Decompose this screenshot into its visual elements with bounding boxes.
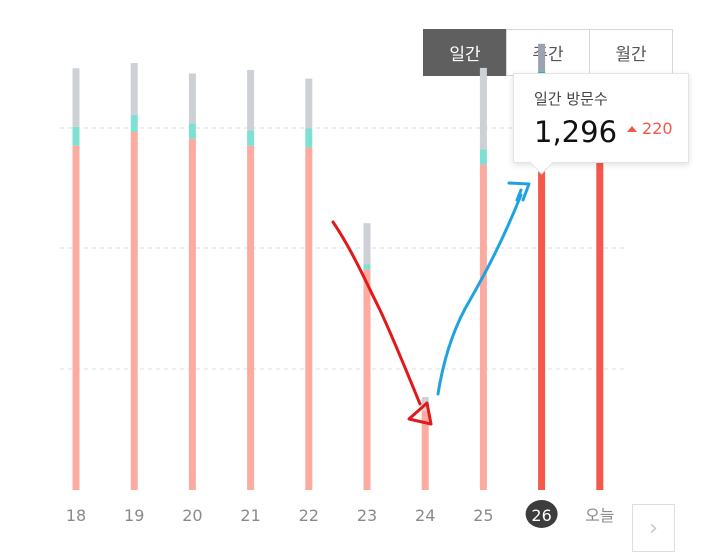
bar-main-segment[interactable] (72, 145, 80, 490)
x-tick-label: 24 (415, 506, 435, 525)
bar-main-segment[interactable] (479, 164, 487, 490)
x-tick-label: 22 (299, 506, 319, 525)
next-page-button[interactable]: › (632, 504, 675, 552)
bar-main-segment[interactable] (188, 138, 196, 491)
red-arrowhead-annotation (407, 401, 433, 426)
bar-top-segment[interactable] (72, 68, 80, 127)
tab-monthly[interactable]: 월간 (589, 29, 673, 76)
period-tabs: 일간 주간 월간 (423, 29, 673, 76)
bar-main-segment[interactable] (305, 147, 313, 490)
x-tick-label: 26 (531, 506, 551, 525)
bar-mid-segment[interactable] (363, 264, 371, 270)
x-tick-label: 23 (357, 506, 377, 525)
bar-mid-segment[interactable] (247, 130, 255, 146)
bar-main-segment[interactable] (421, 410, 429, 490)
bar-mid-segment[interactable] (479, 149, 487, 165)
x-tick-label: 오늘 (585, 506, 614, 525)
blue-arrowhead-annotation (507, 181, 531, 202)
blue-arrow-annotation (436, 193, 523, 396)
bar-main-segment[interactable] (596, 162, 604, 490)
bar-top-segment[interactable] (363, 223, 371, 265)
x-tick-label: 18 (66, 506, 86, 525)
selected-day-badge (525, 500, 558, 528)
bar-main-segment[interactable] (247, 145, 255, 490)
bar-top-segment[interactable] (130, 63, 138, 115)
bar-top-segment[interactable] (188, 73, 196, 124)
bar-mid-segment[interactable] (188, 123, 196, 139)
x-tick-label: 21 (240, 506, 260, 525)
bar-mid-segment[interactable] (305, 128, 313, 148)
tooltip-label: 일간 방문수 (534, 90, 608, 108)
bar-main-segment[interactable] (130, 131, 138, 490)
daily-visits-tooltip: 일간 방문수 1,296 220 (513, 73, 689, 163)
bar-top-segment[interactable] (247, 69, 255, 131)
bar-top-segment[interactable] (305, 78, 313, 129)
bar-mid-segment[interactable] (130, 114, 138, 132)
tooltip-delta-value: 220 (642, 119, 673, 138)
x-tick-label: 19 (124, 506, 144, 525)
up-triangle-icon (627, 125, 638, 132)
hand-drawn-annotations (331, 181, 531, 426)
bar-top-segment[interactable] (538, 43, 546, 72)
tooltip-value: 1,296 (534, 115, 618, 149)
tooltip-delta: 220 (627, 119, 673, 138)
bar-main-segment[interactable] (538, 92, 546, 490)
red-arrow-annotation (331, 220, 422, 406)
bar-series (72, 43, 604, 491)
x-tick-label: 25 (473, 506, 493, 525)
bar-top-segment[interactable] (479, 67, 487, 150)
tab-daily[interactable]: 일간 (423, 29, 507, 76)
chevron-right-icon: › (649, 515, 658, 541)
x-tick-label: 20 (182, 506, 202, 525)
x-axis-labels: 18 19 20 21 22 23 24 25 26 오늘 (66, 500, 615, 528)
bar-main-segment[interactable] (363, 269, 371, 490)
bar-mid-segment[interactable] (72, 126, 80, 146)
